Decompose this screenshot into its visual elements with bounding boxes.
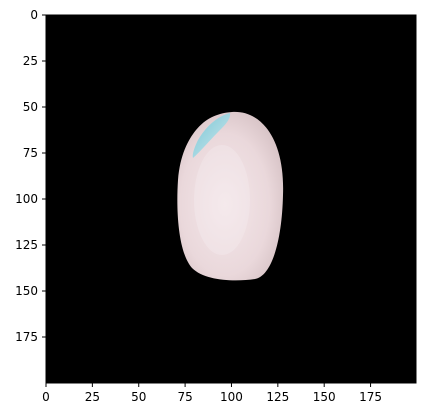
y-tick-label: 0 bbox=[30, 8, 38, 22]
x-tick-label: 175 bbox=[359, 390, 382, 404]
x-tick-label: 150 bbox=[313, 390, 336, 404]
x-tick-label: 125 bbox=[266, 390, 289, 404]
y-axis-ticks: 0 25 50 75 100 125 150 175 bbox=[15, 8, 46, 344]
y-tick-label: 25 bbox=[23, 54, 38, 68]
y-tick-label: 50 bbox=[23, 100, 38, 114]
x-tick-label: 25 bbox=[85, 390, 100, 404]
rice-grain-highlight bbox=[194, 145, 250, 255]
x-tick-label: 100 bbox=[220, 390, 243, 404]
y-tick-label: 150 bbox=[15, 284, 38, 298]
x-tick-label: 75 bbox=[177, 390, 192, 404]
x-tick-label: 50 bbox=[131, 390, 146, 404]
rice-grain bbox=[177, 111, 284, 281]
x-axis-ticks: 0 25 50 75 100 125 150 175 bbox=[42, 383, 382, 404]
y-tick-label: 100 bbox=[15, 192, 38, 206]
rice-grain-tip-tint bbox=[192, 113, 231, 158]
y-tick-label: 75 bbox=[23, 146, 38, 160]
x-tick-label: 0 bbox=[42, 390, 50, 404]
y-tick-label: 175 bbox=[15, 330, 38, 344]
y-tick-label: 125 bbox=[15, 238, 38, 252]
